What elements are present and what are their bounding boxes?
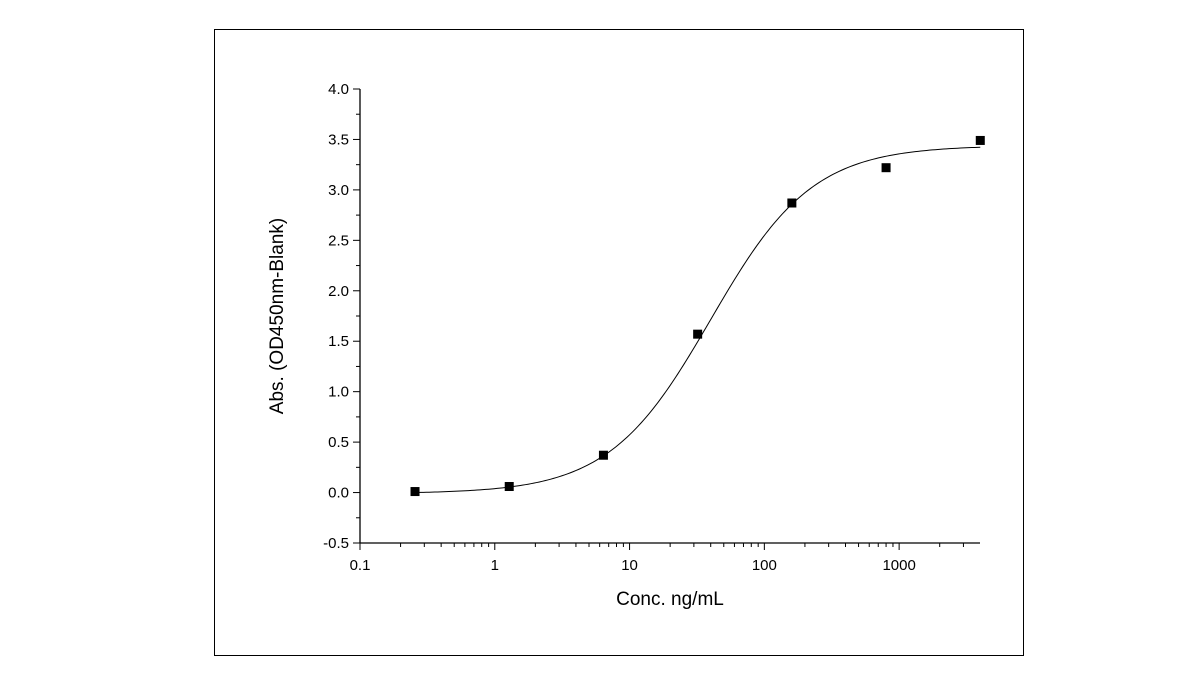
data-points-layer	[410, 135, 985, 497]
x-tick-label: 1	[491, 557, 499, 574]
data-point	[693, 329, 703, 339]
chart-frame: -0.5 0.0 0.5 1.0 1.5 2.0 2.5 3.0 3.5 4.0 0.1 1 10 100…	[214, 29, 1024, 656]
data-point	[881, 163, 891, 173]
y-tick-label: 0.0	[328, 485, 349, 502]
y-tick-label: 1.5	[328, 333, 349, 350]
y-tick-label: 4.0	[328, 81, 349, 98]
y-tick-label: 3.0	[328, 182, 349, 199]
fit-curve	[415, 146, 981, 494]
y-tick-label: 3.5	[328, 131, 349, 148]
x-axis-title: Conc. ng/mL	[616, 589, 724, 610]
data-point	[504, 482, 514, 492]
y-tick-label: 2.5	[328, 232, 349, 249]
y-tick-label: 2.0	[328, 283, 349, 300]
x-tick-label: 1000	[882, 557, 915, 574]
y-axis-title: Abs. (OD450nm-Blank)	[267, 218, 288, 414]
y-tick-label: 0.5	[328, 434, 349, 451]
x-tick-label: 100	[752, 557, 777, 574]
y-tick-label: 1.0	[328, 384, 349, 401]
data-point	[975, 135, 985, 145]
data-point	[787, 198, 797, 208]
axes: -0.5 0.0 0.5 1.0 1.5 2.0 2.5 3.0 3.5 4.0 0.1 1 10 100…	[323, 81, 980, 574]
x-tick-label: 10	[621, 557, 638, 574]
chart-plot: -0.5 0.0 0.5 1.0 1.5 2.0 2.5 3.0 3.5 4.0 0.1 1 10 100…	[267, 81, 985, 610]
y-tick-label: -0.5	[323, 535, 349, 552]
data-point	[410, 487, 420, 497]
data-point	[598, 450, 608, 460]
x-tick-label: 0.1	[350, 557, 371, 574]
fit-curve-layer	[415, 146, 981, 494]
